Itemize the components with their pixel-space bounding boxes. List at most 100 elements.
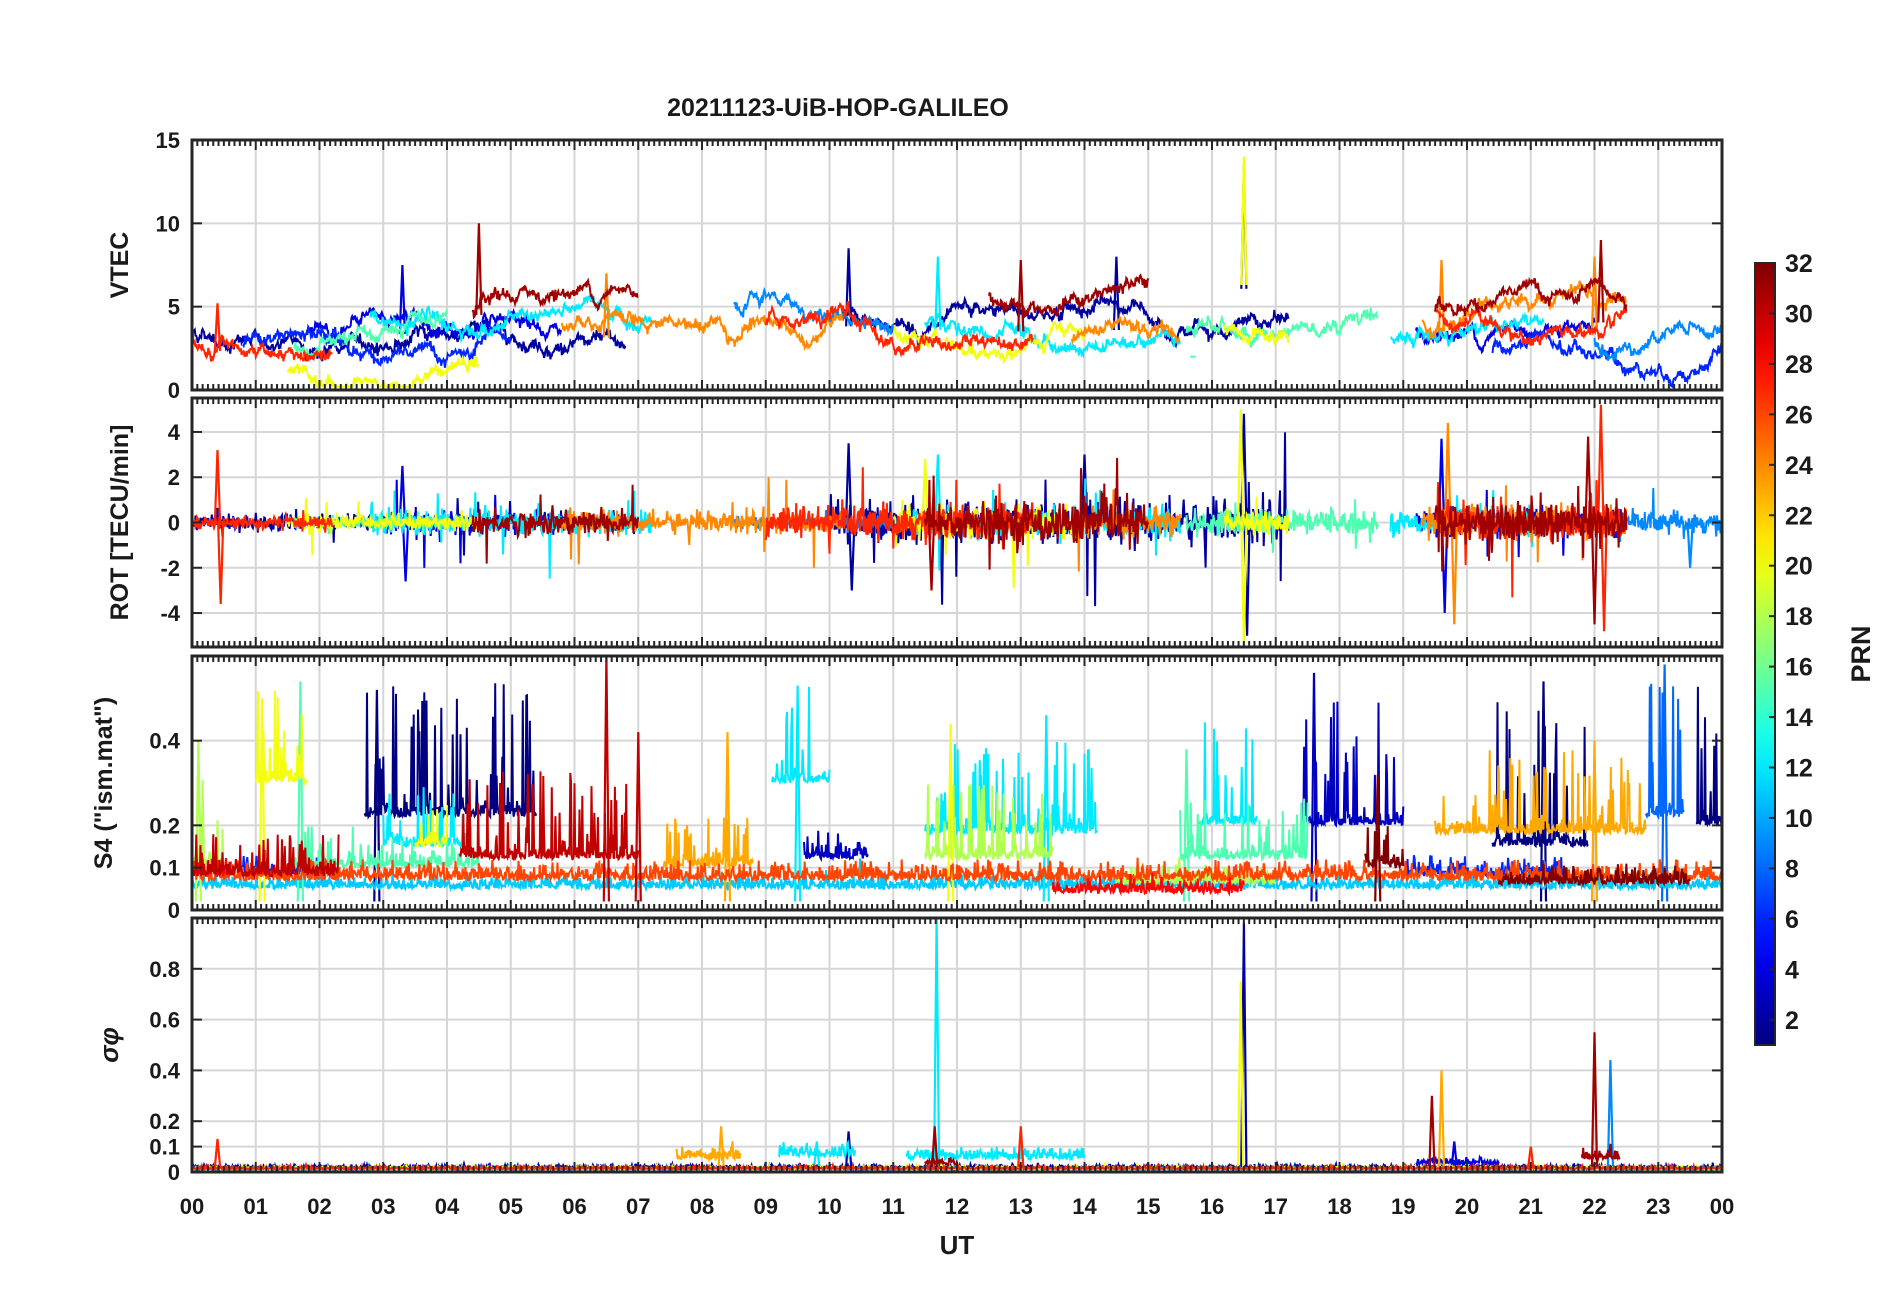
series-spike-prn-24 [1590, 256, 1599, 331]
series-spike-prn-23 [1590, 740, 1599, 902]
x-tick-label: 04 [435, 1194, 460, 1219]
y-tick-label: 10 [156, 211, 180, 236]
y-axis-label: VTEC [106, 232, 134, 299]
colorbar-tick-label: 30 [1785, 300, 1813, 328]
series-spike-prn-20 [1240, 156, 1248, 286]
series-spike-prn-20 [1237, 409, 1245, 523]
series-spike-prn-4 [401, 522, 410, 582]
series-spike-prn-27 [213, 1138, 222, 1168]
series-line-prn-9 [1593, 319, 1722, 362]
series-line-prn-20 [1223, 496, 1290, 536]
x-tick-label: 13 [1009, 1194, 1033, 1219]
series-spike-prn-12 [813, 1141, 821, 1168]
y-tick-label: 0 [168, 898, 180, 923]
x-tick-label: 11 [882, 1194, 905, 1219]
y-axis-label: ROT [TECU/min] [106, 425, 134, 621]
x-axis: 00 01 02 03 04 05 06 07 08 09 10 11 12 13 14 15 16 17 18 19… [180, 1194, 1734, 1219]
colorbar-tick-label: 26 [1785, 401, 1813, 429]
y-tick-label: -2 [160, 556, 180, 581]
series-line-prn-23 [662, 817, 754, 870]
y-tick-label: 0.1 [149, 1135, 180, 1160]
colorbar-tick-label: 16 [1785, 654, 1813, 682]
colorbar-tick-label: 8 [1785, 855, 1799, 883]
series-line-prn-32 [1364, 826, 1405, 871]
x-tick-label: 00 [1710, 1194, 1734, 1219]
colorbar-gradient [1755, 263, 1775, 1045]
series-spike-prn-15 [1182, 749, 1191, 902]
series-spike-prn-4 [398, 465, 406, 523]
series-spike-prn-20 [947, 723, 955, 902]
colorbar-tick-label: 4 [1785, 956, 1799, 984]
series-line-prn-26 [192, 849, 1722, 884]
series-line-prn-6 [1491, 327, 1722, 389]
series-group [192, 156, 1722, 390]
series-spike-prn-24 [1444, 422, 1452, 523]
series-line-prn-15 [1179, 798, 1309, 863]
x-tick-label: 16 [1200, 1194, 1224, 1219]
series-spike-prn-23 [723, 732, 732, 902]
series-spike-prn-31 [1584, 436, 1592, 523]
series-line-prn-31 [1434, 276, 1628, 317]
series-line-prn-18 [924, 783, 1054, 863]
series-spike-prn-3 [1310, 672, 1318, 902]
x-tick-label: 23 [1646, 1194, 1670, 1219]
series-spike-prn-31 [931, 1126, 939, 1167]
colorbar-tick-label: 20 [1785, 553, 1813, 581]
series-spike-prn-8 [1661, 664, 1669, 902]
series-line-prn-32 [1497, 863, 1691, 888]
x-tick-label: 15 [1136, 1194, 1160, 1219]
series-line-prn-20 [254, 690, 308, 787]
series-line-prn-1 [1695, 686, 1722, 828]
x-tick-label: 06 [562, 1194, 586, 1219]
y-tick-label: 2 [168, 465, 180, 490]
y-tick-label: 0.4 [149, 729, 180, 754]
series-spike-prn-9 [1606, 1060, 1615, 1167]
colorbar-tick-label: 22 [1785, 502, 1813, 530]
series-group [192, 404, 1722, 645]
chart-title: 20211123-UiB-HOP-GALILEO [667, 94, 1009, 122]
series-line-prn-15 [293, 308, 448, 361]
x-tick-label: 21 [1519, 1194, 1543, 1219]
x-axis-label: UT [940, 1230, 975, 1260]
series-spike-prn-20 [258, 698, 266, 902]
series-spike-prn-27 [1597, 404, 1605, 523]
y-axis-label: σφ [94, 1027, 124, 1063]
series-spike-prn-4 [1450, 1141, 1458, 1168]
series-line-prn-12 [778, 1139, 856, 1160]
series-line-prn-27 [192, 330, 333, 362]
series-line-prn-12 [1390, 311, 1545, 349]
series-line-prn-12 [924, 312, 1182, 359]
x-tick-label: 09 [754, 1194, 778, 1219]
y-tick-label: 5 [168, 295, 180, 320]
colorbar-tick-label: 18 [1785, 603, 1813, 631]
colorbar-label: PRN [1846, 625, 1876, 682]
series-line-prn-31 [471, 277, 639, 320]
series-spike-prn-27 [1527, 1146, 1535, 1168]
series-spike-prn-27 [1017, 1126, 1025, 1167]
series-spike-prn-31 [1017, 259, 1025, 332]
series-line-prn-20 [414, 805, 448, 849]
colorbar-tick-label: 2 [1785, 1007, 1799, 1035]
x-tick-label: 03 [371, 1194, 395, 1219]
series-line-prn-1 [1491, 702, 1589, 849]
series-spike-prn-31 [1590, 522, 1599, 625]
panel-4: 00.10.2 0.4 0.6 0.8 σφ [94, 916, 1724, 1185]
y-tick-label: 0.8 [149, 957, 180, 982]
colorbar-tick-label: 12 [1785, 755, 1813, 783]
series-spike-prn-12 [933, 918, 941, 1167]
series-line-prn-4 [305, 305, 562, 343]
series-spike-prn-12 [934, 454, 942, 523]
series-spike-prn-31 [1597, 239, 1605, 323]
panel-1: 0 5 10 15 VTEC [106, 128, 1724, 403]
series-line-prn-23 [675, 1141, 742, 1163]
series-line-prn-27 [1434, 306, 1628, 346]
series-spike-prn-4 [398, 264, 406, 334]
series-spike-prn-24 [602, 273, 610, 338]
y-tick-label: 0 [168, 378, 180, 403]
x-tick-label: 08 [690, 1194, 714, 1219]
x-tick-label: 17 [1264, 1194, 1288, 1219]
series-spike-prn-9 [1686, 522, 1694, 568]
